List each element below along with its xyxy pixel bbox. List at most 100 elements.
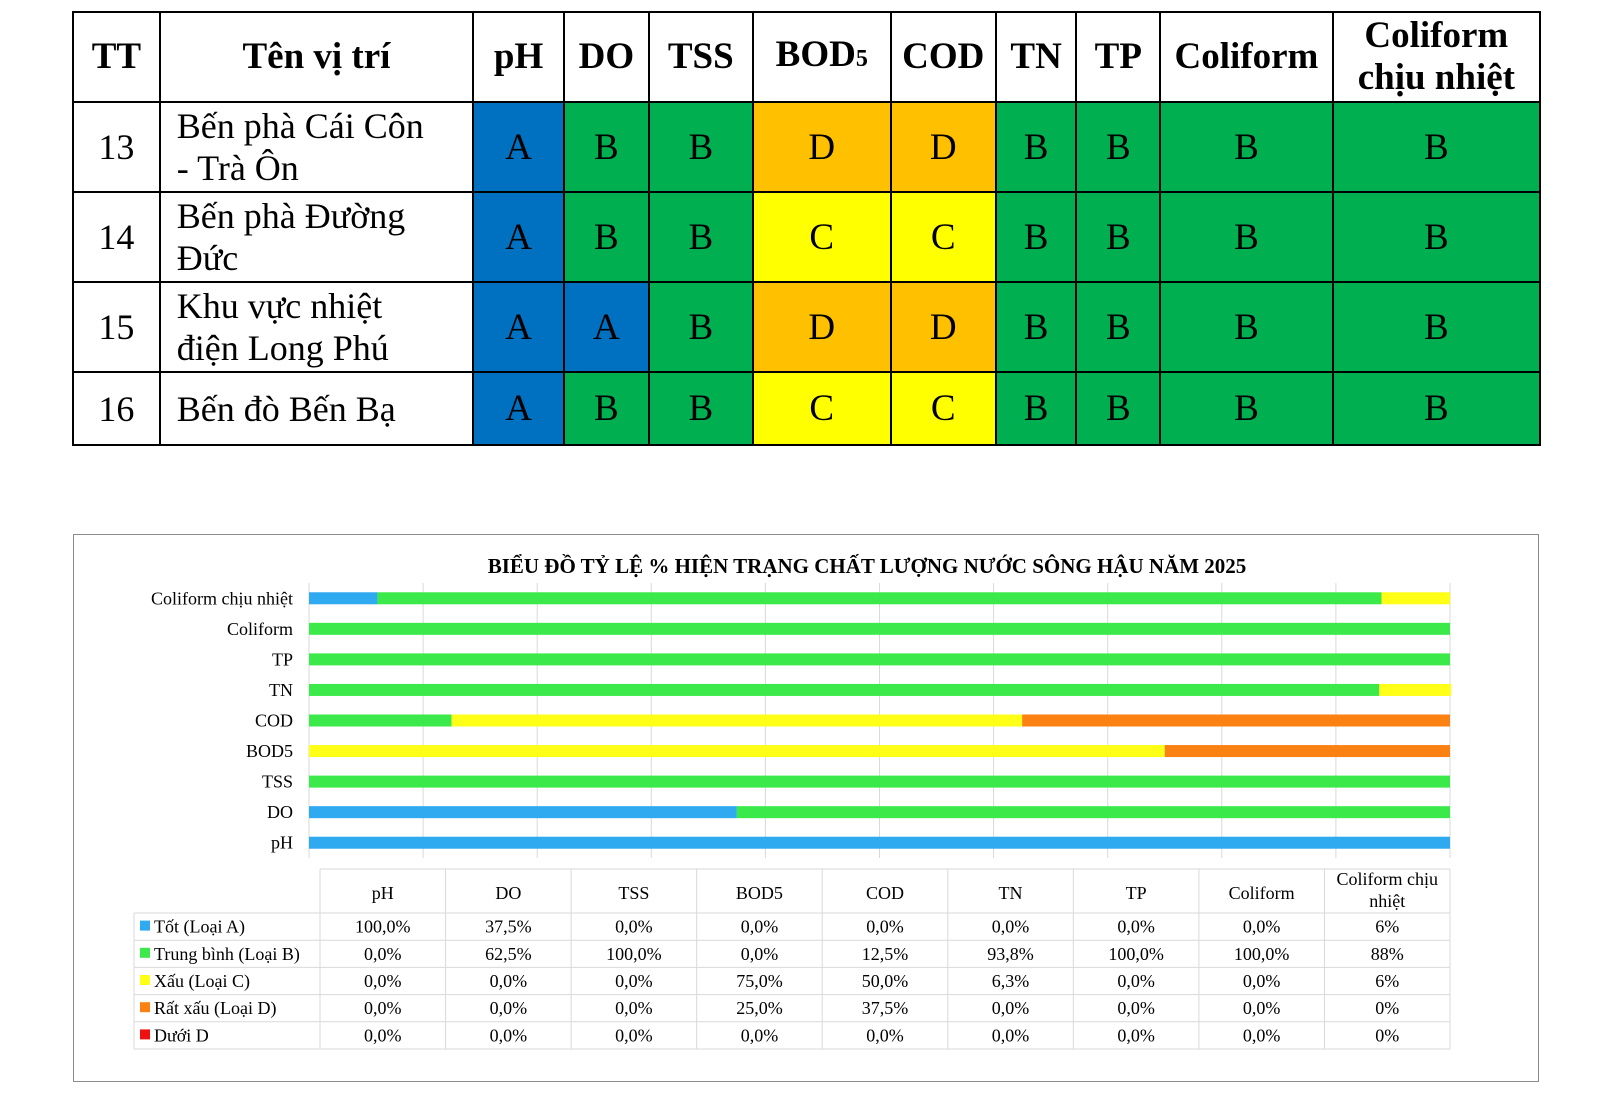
data-table-column-header: COD [866, 883, 904, 903]
water-quality-chart: BIỂU ĐỒ TỶ LỆ % HIỆN TRẠNG CHẤT LƯỢNG NƯ… [73, 534, 1539, 1082]
category-label: BOD5 [246, 741, 293, 761]
bar-segment [309, 592, 378, 605]
data-table-value: 100,0% [355, 917, 411, 937]
data-table-value: 37,5% [485, 917, 532, 937]
location-name: Bến đò Bến Bạ [158, 371, 475, 446]
location-name-line1: Bến phà Cái Côn [176, 106, 424, 146]
data-table-value: 0,0% [364, 944, 402, 964]
data-table-value: 0,0% [1243, 917, 1281, 937]
header-tss: TSS [647, 11, 754, 103]
legend-series-name: Rất xấu (Loại D) [154, 998, 276, 1019]
bar-segment [1379, 683, 1452, 696]
grade-cell-coliform-heat: B [1331, 281, 1542, 373]
location-name-line2: Đức [176, 238, 239, 278]
legend-series-name: Dưới D [154, 1025, 209, 1045]
table-row: 16 Bến đò Bến Bạ A B B C C B B B B [72, 371, 1542, 446]
grade-cell-do: B [563, 101, 650, 193]
bar-segment [309, 622, 1450, 635]
data-table-value: 0,0% [1117, 917, 1155, 937]
data-table-column-header: Coliform chịu [1336, 869, 1438, 889]
grade-cell-bod5: D [751, 101, 892, 193]
bar-segment [1022, 714, 1450, 727]
legend-key-swatch [140, 975, 150, 985]
data-table-column-header: TN [999, 883, 1023, 903]
data-table-value: 0,0% [1117, 998, 1155, 1018]
grade-cell-coliform: B [1159, 191, 1334, 283]
category-label: TP [272, 649, 293, 669]
category-label: Coliform [227, 619, 293, 639]
grade-cell-do: A [563, 281, 650, 373]
header-do: DO [563, 11, 650, 103]
header-tn: TN [994, 11, 1078, 103]
bar-segment [736, 806, 1450, 819]
grade-cell-coliform: B [1159, 371, 1334, 446]
data-table-value: 0,0% [992, 917, 1030, 937]
data-table-value: 0,0% [364, 1025, 402, 1045]
table-row: 13 Bến phà Cái Côn - Trà Ôn A B B D D B B B B [72, 101, 1542, 193]
row-number: 13 [72, 101, 161, 193]
grade-cell-tss: B [647, 281, 754, 373]
header-location-name: Tên vị trí [158, 11, 475, 103]
grade-cell-tss: B [647, 101, 754, 193]
header-coliform-heat: Coliform chịu nhiệt [1331, 11, 1542, 103]
grade-cell-do: B [563, 371, 650, 446]
table-body: 13 Bến phà Cái Côn - Trà Ôn A B B D D B B B B 14 Bến … [72, 101, 1542, 446]
category-label: DO [267, 802, 293, 822]
location-name: Bến phà Đường Đức [158, 191, 475, 283]
table-header-row: TT Tên vị trí pH DO TSS BOD5 COD TN TP C… [72, 11, 1542, 103]
data-table-value: 0,0% [615, 998, 653, 1018]
grade-cell-bod5: D [751, 281, 892, 373]
data-table-value: 0,0% [490, 971, 528, 991]
data-table-value: 0,0% [615, 1025, 653, 1045]
grade-cell-coliform: B [1159, 281, 1334, 373]
data-table-value: 0,0% [992, 1025, 1030, 1045]
data-table-value: 0,0% [1243, 998, 1281, 1018]
category-label: TSS [262, 772, 293, 792]
data-table-value: 0,0% [1243, 1025, 1281, 1045]
data-table-value: 0,0% [364, 998, 402, 1018]
bar-segment [309, 683, 1380, 696]
header-bod-subscript: 5 [855, 46, 868, 72]
grade-cell-coliform-heat: B [1331, 191, 1542, 283]
header-coliform-heat-line2: chịu nhiệt [1357, 57, 1515, 98]
data-table-value: 100,0% [606, 944, 662, 964]
row-number: 16 [72, 371, 161, 446]
legend-series-name: Xấu (Loại C) [154, 971, 250, 992]
grade-cell-do: B [563, 191, 650, 283]
grade-cell-tss: B [647, 191, 754, 283]
chart-category-labels: pH DO TSS BOD5 COD TN TP Coliform Coliform chịu … [151, 588, 293, 852]
data-table-value: 0,0% [866, 917, 904, 937]
location-name-line1: Bến đò Bến Bạ [176, 388, 396, 429]
data-table-value: 0,0% [1243, 971, 1281, 991]
header-bod-text: BOD [775, 34, 856, 75]
legend-series-name: Tốt (Loại A) [154, 917, 245, 938]
header-bod5: BOD5 [751, 11, 892, 103]
grade-cell-tn: B [994, 191, 1078, 283]
grade-cell-tss: B [647, 371, 754, 446]
data-table-value: 0,0% [490, 1025, 528, 1045]
data-table-value: 0% [1375, 998, 1399, 1018]
data-table-value: 6,3% [992, 971, 1030, 991]
grade-cell-ph: A [472, 101, 566, 193]
header-tp: TP [1075, 11, 1162, 103]
data-table-value: 0,0% [615, 917, 653, 937]
data-table-value: 0,0% [1117, 1025, 1155, 1045]
data-table-value: 6% [1375, 917, 1399, 937]
location-name-line1: Bến phà Đường [176, 196, 406, 236]
data-table-value: 6% [1375, 971, 1399, 991]
row-number: 15 [72, 281, 161, 373]
bar-segment [309, 806, 737, 819]
data-table-column-header: TP [1126, 883, 1147, 903]
header-tt: TT [72, 11, 161, 103]
category-label: COD [255, 711, 293, 731]
legend-key-swatch [140, 1002, 150, 1013]
category-label: TN [269, 680, 293, 700]
data-table-value: 0,0% [866, 1025, 904, 1045]
legend-key-swatch [140, 1029, 150, 1040]
header-cod: COD [889, 11, 997, 103]
data-table-value: 50,0% [862, 971, 909, 991]
grade-cell-tp: B [1075, 191, 1162, 283]
data-table-column-header: nhiệt [1369, 891, 1405, 911]
data-table-value: 100,0% [1234, 944, 1290, 964]
data-table-value: 0,0% [741, 944, 779, 964]
